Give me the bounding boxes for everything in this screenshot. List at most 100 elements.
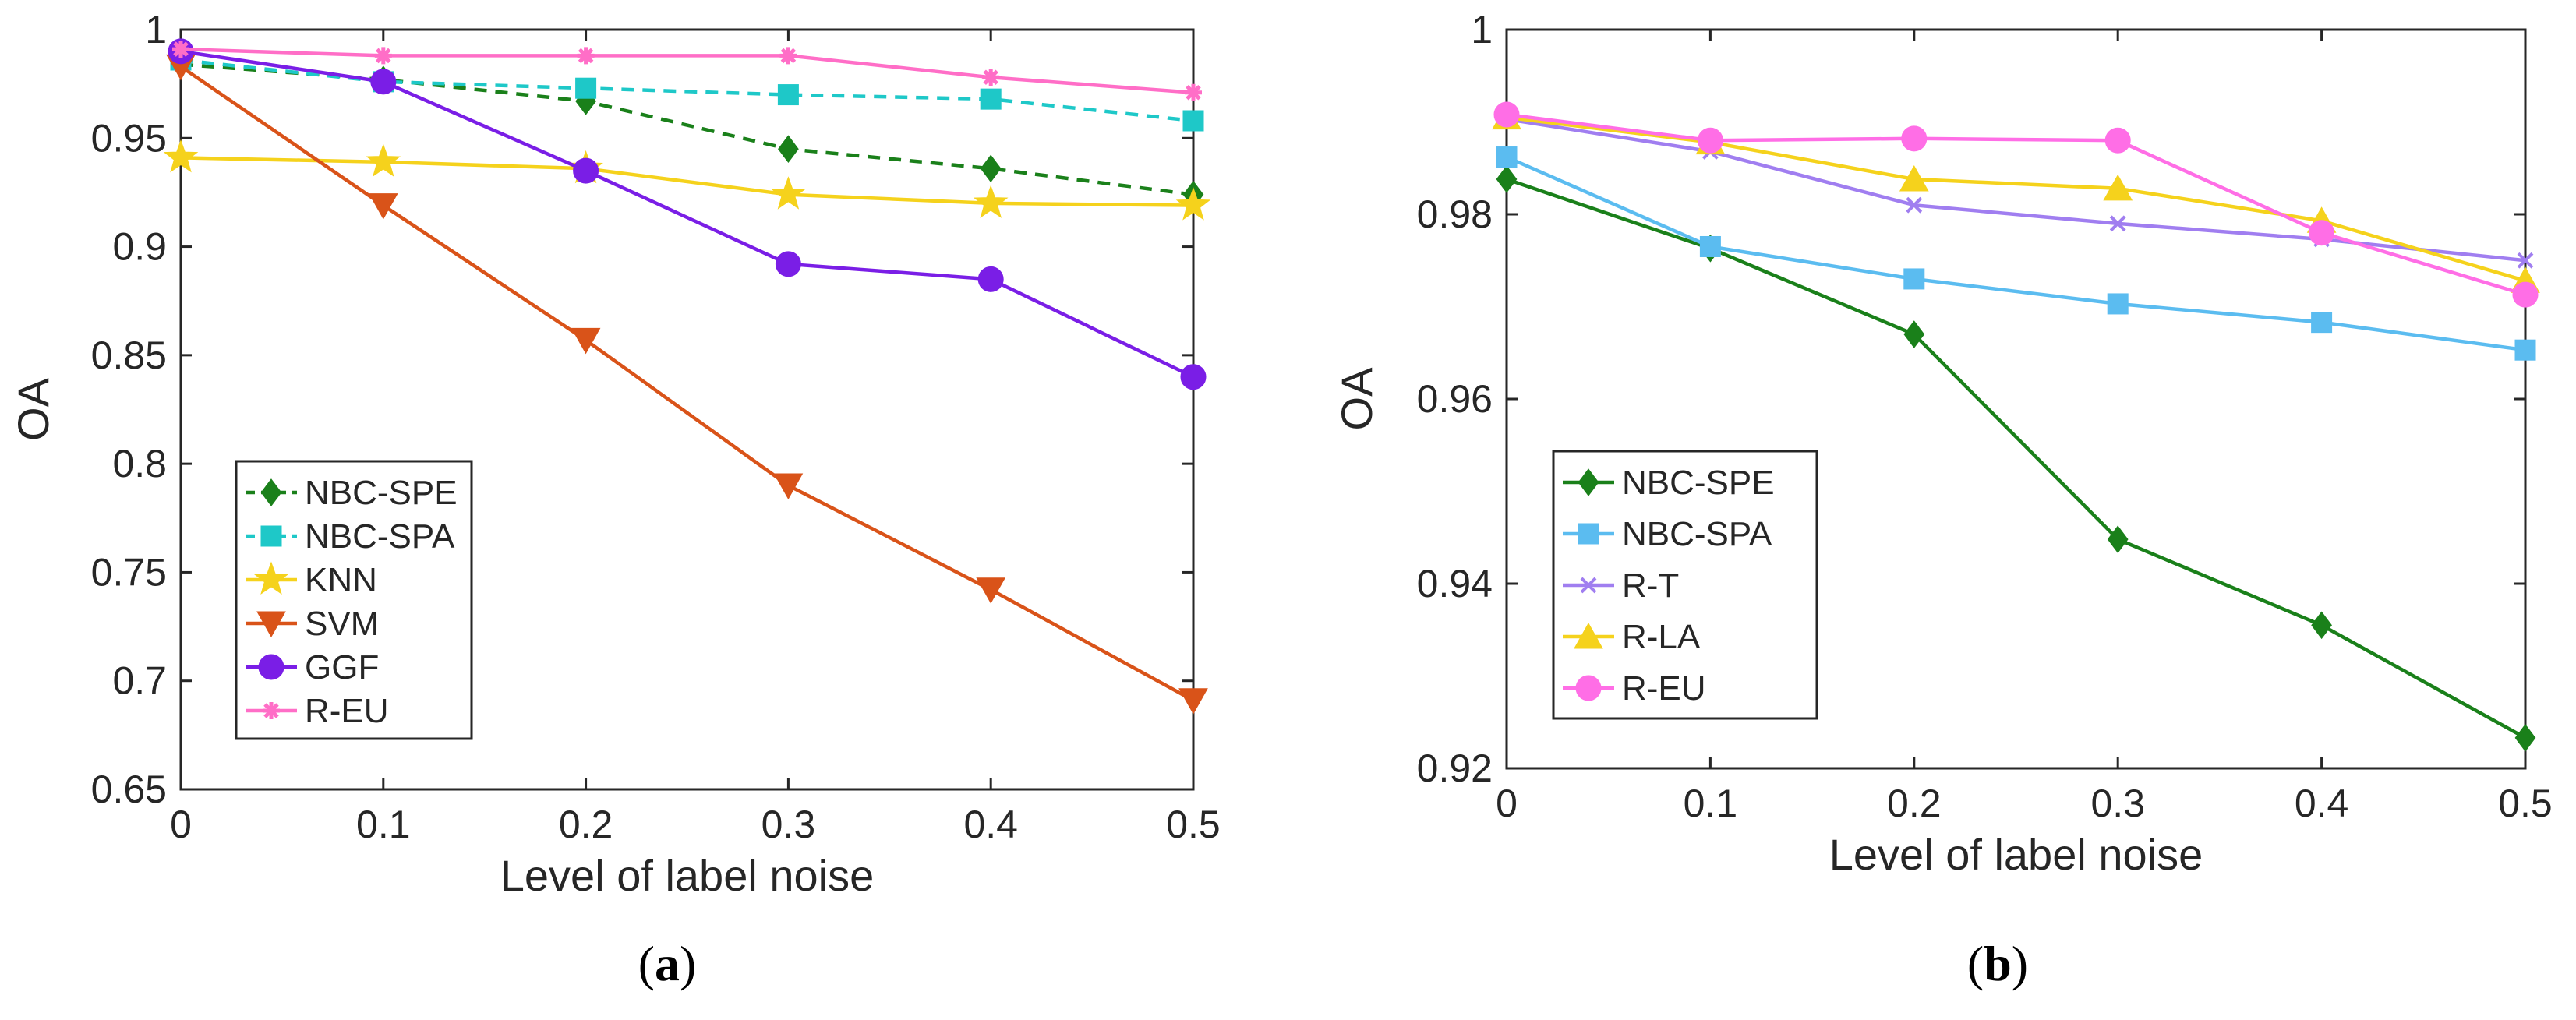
series-ggf-point [573,157,599,184]
legend-nbc-spa-point [1578,523,1599,545]
y-tick-label: 1 [1471,8,1493,51]
caption-letter: b [1984,936,2012,991]
x-tick-label: 0 [170,803,192,846]
series-knn-point [366,143,401,177]
series-nbc-spa-point [1496,146,1518,168]
series-svm-line [179,65,1195,702]
series-knn-line [180,156,1194,207]
series-nbc-spe-point [2311,611,2332,640]
series-nbc-spe-point [1496,165,1518,193]
legend-ggf-label: GGF [305,648,379,686]
series-svm-point [1178,688,1208,715]
series-svm-point [773,473,804,500]
x-tick-label: 0.4 [963,803,1018,846]
x-axis-label: Level of label noise [500,851,874,900]
legend-r-t-label: R-T [1622,566,1679,605]
series-r-eu-point [1697,127,1723,154]
series-nbc-spa-line [1506,155,2526,352]
panel-caption: (b) [1967,936,2028,991]
series-nbc-spa-point [575,77,597,99]
y-tick-label: 0.96 [1417,377,1493,421]
x-axis-ticks: 0 0.1 0.2 0.3 0.4 0.5 [1496,30,2553,825]
legend-r-eu-label: R-EU [1622,669,1706,708]
y-tick-label: 0.75 [91,550,167,594]
x-tick-label: 0.2 [559,803,613,846]
series-r-eu-point [172,41,189,58]
series-nbc-spa-point [2107,293,2129,315]
series-r-eu-point [2309,220,2335,246]
series-r-eu [172,41,1202,101]
series-ggf-point [370,69,397,95]
panel-caption: (a) [638,936,697,991]
series-r-eu-line [180,47,1194,95]
chart-panel-a: 0 0.1 0.2 0.3 0.4 0.5 0.65 0.7 0.75 0.8 0.85 0.9 0.9… [9,8,1221,991]
series-nbc-spa-point [1903,268,1925,290]
series-nbc-spa-point [1182,110,1204,132]
y-axis-ticks: 0.92 0.94 0.96 0.98 1 [1417,8,2525,790]
series-ggf-line [180,49,1194,379]
series-nbc-spe-point [1903,320,1925,348]
caption-close-paren: ) [2012,936,2028,991]
legend-nbc-spe-label: NBC-SPE [305,474,458,512]
legend-nbc-spa-label: NBC-SPA [305,517,455,556]
y-tick-label: 0.85 [91,334,167,377]
series-nbc-spe-point [2107,525,2129,553]
x-tick-label: 0.5 [1166,803,1221,846]
series-nbc-spe-line [1506,177,2527,739]
legend: NBC-SPE NBC-SPA KNN SVM GGF R-EU [235,460,473,740]
series-r-eu-point [1493,101,1520,128]
series-nbc-spa-point [2514,339,2536,361]
series-nbc-spa-point [2311,312,2333,334]
y-tick-label: 0.65 [91,768,167,811]
series-r-eu-point [2512,281,2539,308]
y-tick-label: 0.9 [112,225,167,269]
series-r-eu-point [374,47,392,65]
y-tick-label: 0.7 [112,659,167,703]
caption-close-paren: ) [680,936,696,991]
chart-panel-b: 0 0.1 0.2 0.3 0.4 0.5 0.92 0.94 0.96 0.98 1 Level o… [1332,8,2553,991]
series-nbc-spa [1496,146,2536,361]
series-r-eu-point [1901,125,1928,152]
legend: NBC-SPE NBC-SPA R-T R-LA R-EU [1552,450,1818,720]
y-axis-ticks: 0.65 0.7 0.75 0.8 0.85 0.9 0.95 1 [91,8,1193,811]
series-nbc-spe-point [778,135,799,164]
series-r-eu-point [779,47,797,65]
y-tick-label: 0.94 [1417,562,1493,605]
series-r-eu-line [1506,112,2526,297]
series-knn-point [771,176,806,210]
series-svm-point [571,327,601,355]
series-knn-point [1175,187,1211,221]
caption-letter: a [655,936,680,991]
series-ggf-point [775,251,801,277]
legend-r-t-point [1580,577,1597,594]
series-ggf-point [977,266,1004,292]
legend-ggf-point [258,654,284,680]
series-r-la-line [1506,115,2526,283]
series-r-eu [1493,101,2539,308]
series-r-t-point [2517,252,2534,269]
series-r-eu-point [1185,83,1202,101]
x-tick-label: 0.4 [2295,782,2349,825]
y-axis-label: OA [9,377,58,441]
x-axis-ticks: 0 0.1 0.2 0.3 0.4 0.5 [170,30,1221,846]
legend-r-la-point [1574,622,1603,649]
series-nbc-spa-point [777,84,799,106]
series-nbc-spe-point [980,154,1002,183]
x-tick-label: 0 [1496,782,1518,825]
series-r-la-point [1899,164,1929,192]
y-axis-label: OA [1332,367,1381,431]
series-r-t-point [2109,215,2126,232]
caption-open-paren: ( [638,936,655,991]
legend-r-eu-point [1575,675,1602,701]
legend-r-la-label: R-LA [1622,618,1701,656]
x-tick-label: 0.2 [1887,782,1942,825]
series-nbc-spa-point [1699,235,1721,257]
x-tick-label: 0.5 [2498,782,2553,825]
series-nbc-spe-point [2514,724,2536,752]
series-knn-point [973,185,1009,218]
legend-nbc-spe-label: NBC-SPE [1622,464,1775,502]
legend-nbc-spe-point [1578,468,1599,496]
y-tick-label: 0.98 [1417,192,1493,236]
legend-knn-point [253,561,289,595]
y-tick-label: 1 [145,8,167,51]
